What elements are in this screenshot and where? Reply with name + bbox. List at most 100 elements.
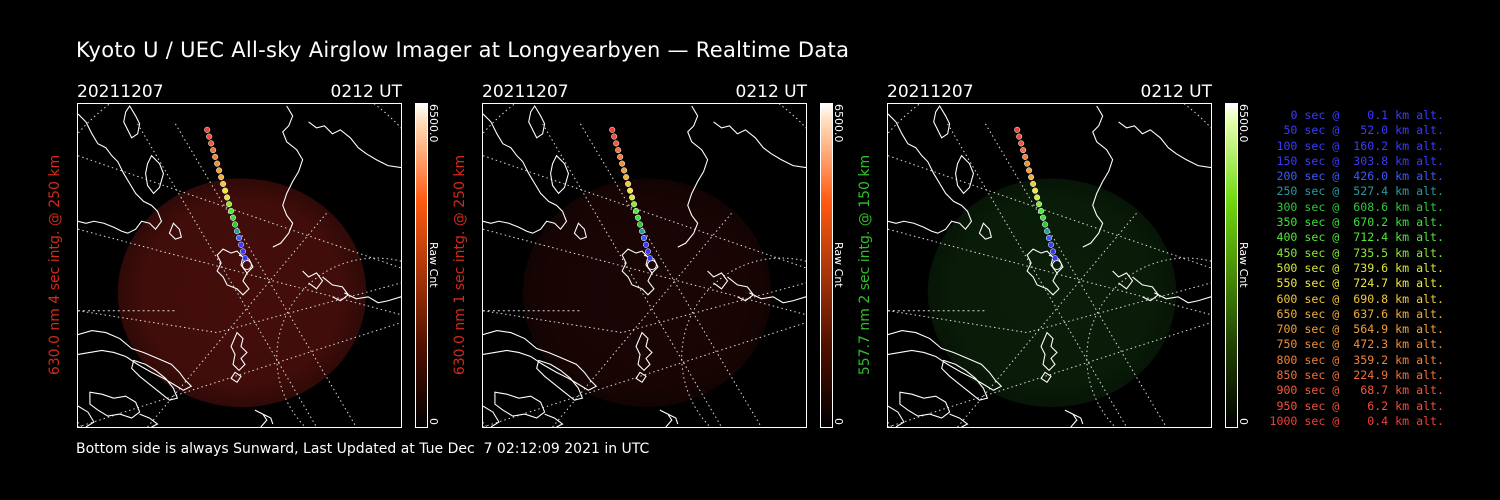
coastline xyxy=(216,248,250,296)
trajectory-point xyxy=(1030,180,1037,187)
trajectory-point xyxy=(220,180,227,187)
panel-time: 0212 UT xyxy=(735,82,808,102)
image-panel-3: 20211207 0212 UT 557.7 nm 2 sec intg. @ … xyxy=(857,82,1212,428)
coastline xyxy=(899,391,951,419)
image-panel-2: 20211207 0212 UT 630.0 nm 1 sec intg. @ … xyxy=(452,82,807,428)
trajectory-point xyxy=(619,160,626,167)
coastline xyxy=(888,113,973,234)
legend-item: 50 sec @ 52.0 km alt. xyxy=(1283,123,1444,138)
coastline xyxy=(949,413,969,427)
legend-item: 400 sec @ 712.4 km alt. xyxy=(1276,230,1444,245)
trajectory-point xyxy=(613,140,620,147)
coastline xyxy=(483,330,598,391)
coastline xyxy=(1082,105,1114,248)
trajectory-point xyxy=(214,160,221,167)
trajectory-point xyxy=(617,153,624,160)
allsky-map xyxy=(887,103,1212,428)
allsky-map xyxy=(77,103,402,428)
grid-line xyxy=(947,123,1127,427)
trajectory-point xyxy=(638,228,646,235)
trajectory-point xyxy=(1016,133,1023,140)
coastline xyxy=(544,413,564,427)
panel-wavelength-label: 630.0 nm 1 sec intg. @ 250 km xyxy=(452,154,468,376)
coastline xyxy=(78,113,163,234)
colorbar-min-label: 0 xyxy=(1237,418,1250,425)
grid-line xyxy=(78,322,401,427)
legend-item: 100 sec @ 160.2 km alt. xyxy=(1276,138,1444,153)
coastline xyxy=(536,359,584,401)
trajectory-point xyxy=(212,153,219,160)
trajectory-point xyxy=(623,174,630,181)
trajectory-point xyxy=(1051,255,1058,262)
trajectory-point xyxy=(1041,221,1049,228)
legend-item: 200 sec @ 426.0 km alt. xyxy=(1276,169,1444,184)
trajectory-point xyxy=(631,201,638,208)
trajectory-point xyxy=(1018,140,1025,147)
colorbar-min-label: 0 xyxy=(427,418,440,425)
colorbar-max-label: 6500.0 xyxy=(427,104,440,143)
panel-time: 0212 UT xyxy=(330,82,403,102)
map-graphic xyxy=(483,104,806,427)
image-panel-1: 20211207 0212 UT 630.0 nm 4 sec intg. @ … xyxy=(47,82,402,428)
colorbar-unit-label: Raw Cnt xyxy=(832,242,845,288)
coastline xyxy=(1064,409,1078,427)
grid-line xyxy=(147,213,327,427)
colorbar-min-label: 0 xyxy=(832,418,845,425)
coastline xyxy=(713,121,806,169)
grid-line xyxy=(552,213,732,427)
trajectory-point xyxy=(1038,207,1045,214)
legend-item: 800 sec @ 359.2 km alt. xyxy=(1276,352,1444,367)
grid-line xyxy=(174,123,357,427)
trajectory-point xyxy=(210,147,217,154)
coastline xyxy=(230,371,242,384)
trajectory-point xyxy=(228,207,235,214)
legend-item: 750 sec @ 472.3 km alt. xyxy=(1276,337,1444,352)
airglow-image xyxy=(522,178,772,408)
coastline xyxy=(941,359,989,401)
trajectory-point xyxy=(206,133,213,140)
coastline xyxy=(888,405,905,427)
panel-date: 20211207 xyxy=(887,82,974,102)
grid-line xyxy=(957,213,1137,427)
trajectory-point xyxy=(609,126,616,133)
coastline xyxy=(230,331,248,372)
map-graphic xyxy=(888,104,1211,427)
trajectory-point xyxy=(231,221,239,228)
trajectory-point xyxy=(1028,174,1035,181)
coastline xyxy=(254,409,268,427)
grid-line xyxy=(888,155,1211,269)
trajectory-point xyxy=(1024,160,1031,167)
trajectory-point xyxy=(230,214,237,221)
trajectory-point xyxy=(625,180,632,187)
trajectory-point xyxy=(1043,228,1051,235)
coastline xyxy=(78,405,95,427)
legend-item: 350 sec @ 670.2 km alt. xyxy=(1276,215,1444,230)
coastline xyxy=(677,105,709,248)
trajectory-point xyxy=(646,255,653,262)
trajectory-point xyxy=(629,194,636,201)
colorbar xyxy=(1225,103,1238,428)
colorbar xyxy=(820,103,833,428)
trajectory-point xyxy=(241,255,248,262)
legend-item: 250 sec @ 527.4 km alt. xyxy=(1276,184,1444,199)
coastline xyxy=(1072,413,1084,425)
coastline xyxy=(635,331,653,372)
coastline xyxy=(139,413,159,427)
grid-line xyxy=(542,123,722,427)
airglow-image xyxy=(927,178,1177,408)
grid-line xyxy=(888,322,1211,427)
legend-item: 700 sec @ 564.9 km alt. xyxy=(1276,322,1444,337)
coastline xyxy=(78,330,193,391)
legend-item: 900 sec @ 68.7 km alt. xyxy=(1276,383,1444,398)
trajectory-point xyxy=(1020,147,1027,154)
coastline xyxy=(550,154,570,195)
colorbar-max-label: 6500.0 xyxy=(1237,104,1250,143)
legend-item: 550 sec @ 724.7 km alt. xyxy=(1276,276,1444,291)
legend-item: 850 sec @ 224.9 km alt. xyxy=(1276,368,1444,383)
trajectory-point xyxy=(640,234,648,242)
grid-line xyxy=(483,228,806,316)
coastline xyxy=(888,330,1003,391)
trajectory-point xyxy=(1040,214,1047,221)
trajectory-point xyxy=(208,140,215,147)
coastline xyxy=(1026,248,1060,296)
